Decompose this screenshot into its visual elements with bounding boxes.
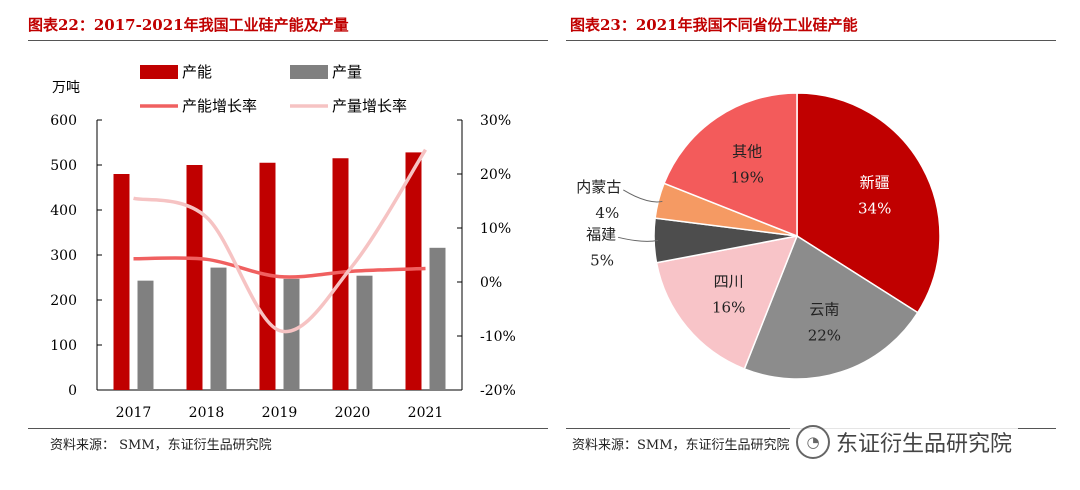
watermark: ◔ 东证衍生品研究院 bbox=[790, 424, 1019, 460]
pie-label-name: 云南 bbox=[809, 300, 839, 318]
pie-label-value: 16% bbox=[712, 299, 745, 317]
left-source-note: 资料来源： SMM，东证衍生品研究院 bbox=[50, 438, 272, 453]
x-tick-label: 2021 bbox=[408, 405, 444, 421]
y-tick-label: 400 bbox=[50, 203, 77, 219]
left-chart-title: 图表22：2017-2021年我国工业硅产能及产量 bbox=[28, 16, 349, 34]
pie-label-name: 内蒙古 bbox=[576, 178, 621, 196]
pie-slice-云南 bbox=[743, 234, 919, 380]
y-axis-unit-label: 万吨 bbox=[52, 80, 80, 96]
y-tick-label: 0 bbox=[68, 383, 77, 399]
x-tick-label: 2019 bbox=[262, 405, 298, 421]
pie-label-name: 其他 bbox=[732, 143, 762, 161]
left-title-divider bbox=[28, 40, 548, 41]
bar-output-2018 bbox=[210, 267, 227, 390]
bar-capacity-2021 bbox=[405, 152, 422, 390]
pie-label-name: 新疆 bbox=[860, 173, 890, 191]
legend-capacity-swatch bbox=[140, 65, 178, 79]
bar-output-2017 bbox=[137, 280, 154, 390]
legend-capacity-label: 产能 bbox=[182, 63, 212, 81]
bar-capacity-2017 bbox=[113, 174, 130, 390]
left-source-divider bbox=[28, 428, 548, 429]
pie-label-value: 19% bbox=[730, 169, 763, 187]
y2-tick-label: 20% bbox=[480, 167, 511, 183]
y-tick-label: 300 bbox=[50, 248, 77, 264]
y2-tick-label: 30% bbox=[480, 113, 511, 129]
right-source-note: 资料来源：SMM，东证衍生品研究院 bbox=[572, 438, 790, 453]
right-chart-title: 图表23：2021年我国不同省份工业硅产能 bbox=[570, 16, 858, 34]
bar-output-2019 bbox=[283, 278, 300, 390]
y2-tick-label: 10% bbox=[480, 221, 511, 237]
watermark-text: 东证衍生品研究院 bbox=[836, 432, 1013, 457]
pie-slice-四川 bbox=[655, 235, 799, 370]
x-tick-label: 2018 bbox=[189, 405, 225, 421]
legend-output-swatch bbox=[290, 65, 328, 79]
pie-label-value: 34% bbox=[858, 199, 891, 217]
y-tick-label: 100 bbox=[50, 338, 77, 354]
pie-label-value: 5% bbox=[590, 251, 614, 269]
bar-capacity-2020 bbox=[332, 158, 349, 390]
y2-tick-label: 0% bbox=[480, 275, 502, 291]
pie-label-value: 22% bbox=[808, 326, 841, 344]
pie-label-name: 福建 bbox=[586, 225, 616, 243]
pie-slice-其他 bbox=[663, 92, 798, 238]
wechat-icon: ◔ bbox=[796, 425, 830, 459]
legend-capacity-growth-label: 产能增长率 bbox=[182, 97, 257, 115]
pie-label-value: 4% bbox=[595, 204, 619, 222]
province-capacity-pie-chart: 新疆 34% 云南 22% 四川 16% 福建 5% 内蒙古 4% 其他 19% bbox=[576, 92, 941, 380]
bar-output-2021 bbox=[429, 247, 446, 390]
bar-capacity-2018 bbox=[186, 165, 203, 390]
right-title-divider bbox=[566, 40, 1056, 41]
pie-label-name: 四川 bbox=[714, 273, 744, 291]
x-tick-label: 2020 bbox=[335, 405, 371, 421]
y2-tick-label: -20% bbox=[480, 383, 516, 399]
pie-leader-line bbox=[617, 236, 659, 242]
capacity-growth-line bbox=[133, 256, 426, 279]
y-tick-label: 200 bbox=[50, 293, 77, 309]
legend-output-growth-label: 产量增长率 bbox=[332, 97, 407, 115]
pie-leader-line bbox=[623, 189, 663, 203]
legend-output-label: 产量 bbox=[332, 63, 362, 81]
y2-tick-label: -10% bbox=[480, 329, 516, 345]
capacity-output-chart: 万吨 0 100 200 300 400 500 600 -20% -10% 0% 10% 20% 30%… bbox=[50, 63, 516, 421]
pie-slice-新疆 bbox=[796, 92, 941, 314]
y-tick-label: 500 bbox=[50, 158, 77, 174]
output-growth-line bbox=[133, 148, 427, 334]
bar-output-2020 bbox=[356, 275, 373, 390]
x-tick-label: 2017 bbox=[116, 405, 152, 421]
y-tick-label: 600 bbox=[50, 113, 77, 129]
